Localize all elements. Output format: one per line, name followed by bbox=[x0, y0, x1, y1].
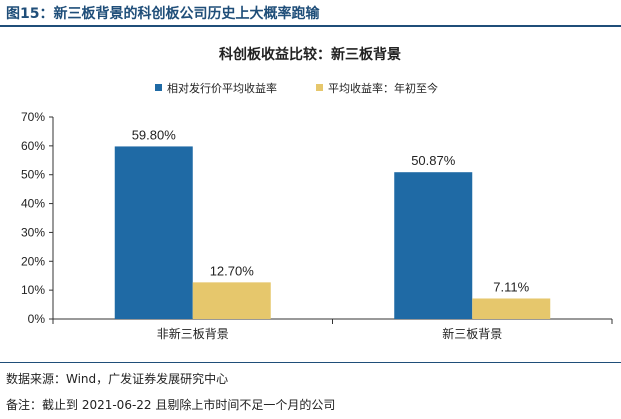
chart-title: 科创板收益比较：新三板背景 bbox=[219, 46, 401, 63]
data-label: 50.87% bbox=[411, 153, 456, 168]
data-label: 59.80% bbox=[132, 127, 177, 142]
bars bbox=[114, 146, 551, 319]
legend-swatch bbox=[155, 84, 162, 91]
x-axis: 非新三板背景 新三板背景 bbox=[52, 318, 613, 341]
legend-label: 平均收益率：年初至今 bbox=[328, 81, 438, 95]
bar bbox=[114, 146, 193, 319]
y-tick-label: 70% bbox=[21, 110, 45, 124]
source-note: 数据来源：Wind，广发证券发展研究中心 bbox=[6, 372, 229, 386]
x-category-label: 非新三板背景 bbox=[157, 326, 229, 341]
footer-rule bbox=[0, 362, 621, 363]
bar bbox=[192, 282, 271, 319]
x-category-label: 新三板背景 bbox=[442, 326, 502, 341]
header-rule bbox=[0, 25, 621, 27]
data-label: 12.70% bbox=[210, 263, 255, 278]
y-tick-label: 20% bbox=[21, 254, 45, 268]
y-tick-label: 30% bbox=[21, 225, 45, 239]
y-tick-label: 0% bbox=[28, 312, 46, 326]
chart-legend: 相对发行价平均收益率 平均收益率：年初至今 bbox=[155, 81, 438, 95]
bar bbox=[472, 298, 551, 319]
remark-note: 备注：截止到 2021-06-22 且剔除上市时间不足一个月的公司 bbox=[6, 398, 336, 412]
bar bbox=[394, 172, 473, 319]
bar-chart: 科创板收益比较：新三板背景 相对发行价平均收益率 平均收益率：年初至今 0% 10%… bbox=[21, 46, 613, 341]
y-axis: 0% 10% 20% 30% 40% 50% 60% 70% bbox=[21, 110, 54, 326]
legend-label: 相对发行价平均收益率 bbox=[167, 81, 277, 95]
y-tick-label: 60% bbox=[21, 139, 45, 153]
y-tick-label: 50% bbox=[21, 168, 45, 182]
y-tick-label: 40% bbox=[21, 197, 45, 211]
legend-swatch bbox=[316, 84, 323, 91]
y-tick-label: 10% bbox=[21, 283, 45, 297]
figure-title: 图15：新三板背景的科创板公司历史上大概率跑输 bbox=[6, 6, 320, 22]
data-label: 7.11% bbox=[493, 279, 529, 294]
data-labels: 59.80% 12.70% 50.87% 7.11% bbox=[132, 127, 530, 294]
